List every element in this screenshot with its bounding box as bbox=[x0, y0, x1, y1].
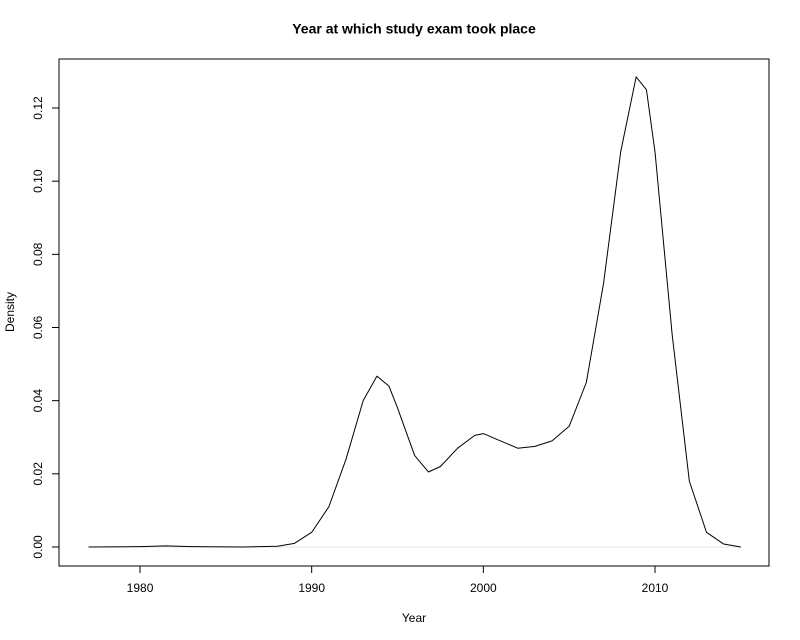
y-tick-label: 0.02 bbox=[31, 462, 45, 486]
x-tick-label: 1980 bbox=[127, 581, 154, 595]
density-line bbox=[88, 76, 741, 548]
chart-title: Year at which study exam took place bbox=[292, 21, 536, 37]
x-axis-label: Year bbox=[402, 611, 426, 625]
x-tick-label: 2010 bbox=[642, 581, 669, 595]
y-tick-label: 0.08 bbox=[31, 242, 45, 266]
y-tick-label: 0.06 bbox=[31, 315, 45, 339]
y-tick-label: 0.12 bbox=[31, 96, 45, 120]
x-tick-label: 1990 bbox=[298, 581, 325, 595]
plot-frame bbox=[58, 58, 770, 567]
y-tick-label: 0.10 bbox=[31, 169, 45, 193]
x-tick-label: 2000 bbox=[470, 581, 497, 595]
y-tick-label: 0.04 bbox=[31, 389, 45, 413]
y-axis-label: Density bbox=[3, 292, 17, 332]
y-tick-label: 0.00 bbox=[31, 535, 45, 559]
